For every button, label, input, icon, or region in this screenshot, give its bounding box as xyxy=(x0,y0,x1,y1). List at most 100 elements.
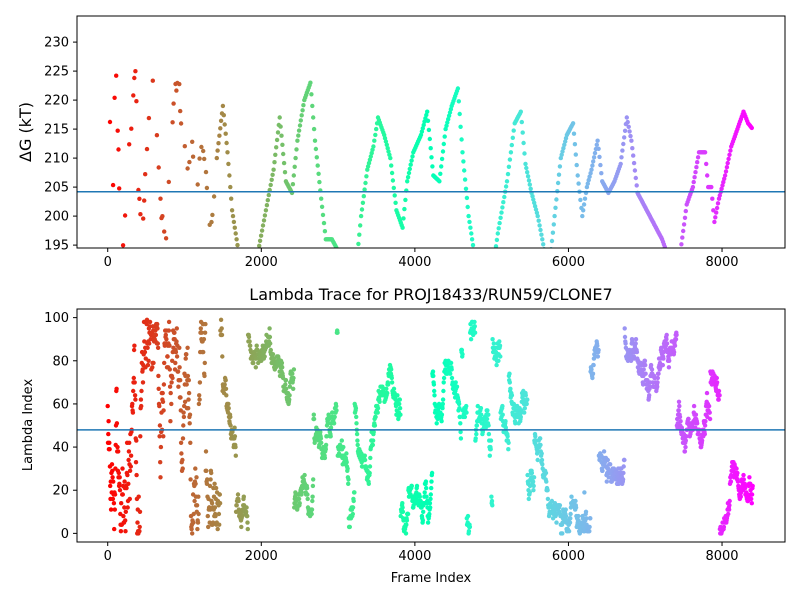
lambda-point xyxy=(268,347,273,353)
lambda-point xyxy=(107,447,112,452)
dg-point xyxy=(407,166,412,172)
dg-point xyxy=(370,147,375,152)
dg-point xyxy=(133,69,138,74)
lambda-point xyxy=(124,485,129,491)
lambda-point xyxy=(151,360,156,366)
lambda-point xyxy=(490,503,495,508)
lambda-point xyxy=(169,401,174,407)
dg-point xyxy=(714,210,719,215)
lambda-point xyxy=(491,341,496,346)
lambda-point xyxy=(173,349,179,355)
lambda-point xyxy=(576,513,581,519)
dg-point xyxy=(314,155,319,160)
lambda-point xyxy=(375,410,380,415)
lambda-point xyxy=(186,390,192,396)
lambda-point xyxy=(634,349,640,355)
dg-point xyxy=(373,132,378,138)
lambda-point xyxy=(647,393,652,398)
lambda-point xyxy=(139,403,144,409)
lambda-panel: Lambda Trace for PROJ18433/RUN59/CLONE7 … xyxy=(21,285,786,586)
dg-point xyxy=(315,163,320,168)
lambda-point xyxy=(106,419,111,424)
lambda-point xyxy=(296,496,302,502)
lambda-point xyxy=(147,341,152,346)
dg-point xyxy=(627,129,632,134)
lambda-point xyxy=(156,373,161,379)
lambda-point xyxy=(137,529,142,534)
dg-point xyxy=(132,75,137,81)
lambda-point xyxy=(503,419,508,424)
dg-point xyxy=(363,180,368,186)
lambda-y-tick-label: 60 xyxy=(52,397,69,412)
lambda-point xyxy=(727,503,732,508)
lambda-point xyxy=(576,518,581,523)
dg-point xyxy=(117,186,122,191)
lambda-point xyxy=(234,503,239,508)
lambda-point xyxy=(428,492,433,497)
lambda-point xyxy=(185,373,191,379)
lambda-chart-title: Lambda Trace for PROJ18433/RUN59/CLONE7 xyxy=(249,285,612,304)
lambda-point xyxy=(702,431,707,437)
lambda-y-axis-label: Lambda Index xyxy=(21,379,36,472)
dg-axes-frame xyxy=(76,15,786,249)
dg-point xyxy=(681,222,687,227)
dg-point xyxy=(438,171,443,176)
lambda-point xyxy=(228,414,233,420)
dg-point xyxy=(262,213,268,218)
lambda-point xyxy=(714,375,719,381)
lambda-point xyxy=(167,384,173,389)
lambda-point xyxy=(749,496,754,502)
dg-point xyxy=(530,194,535,199)
lambda-point xyxy=(120,466,125,471)
dg-point xyxy=(556,172,562,177)
lambda-point xyxy=(239,524,244,530)
dg-point xyxy=(591,159,596,164)
lambda-point xyxy=(453,380,458,385)
dg-y-axis-label: ΔG (kT) xyxy=(16,102,35,162)
dg-point xyxy=(178,108,183,114)
dg-point xyxy=(235,242,240,248)
lambda-point xyxy=(204,481,210,486)
lambda-point xyxy=(373,414,378,420)
lambda-point xyxy=(134,472,139,478)
lambda-point xyxy=(115,444,120,450)
lambda-point xyxy=(223,378,228,383)
dg-point xyxy=(510,135,515,140)
dg-point xyxy=(170,120,175,125)
dg-y-tick-label: 215 xyxy=(44,123,69,138)
dg-point xyxy=(525,170,530,175)
dg-point xyxy=(154,133,160,138)
lambda-point xyxy=(310,494,315,499)
lambda-point xyxy=(192,498,197,504)
lambda-point xyxy=(622,326,627,331)
dg-point xyxy=(690,184,696,190)
lambda-point xyxy=(750,483,755,489)
lambda-point xyxy=(507,380,512,385)
lambda-point xyxy=(287,384,293,389)
lambda-point xyxy=(647,384,653,389)
lambda-point xyxy=(334,403,339,409)
lambda-point xyxy=(590,371,596,376)
lambda-point xyxy=(524,401,529,407)
lambda-point xyxy=(591,362,596,368)
dg-point xyxy=(296,133,301,138)
lambda-point xyxy=(346,481,351,486)
lambda-point xyxy=(142,349,148,355)
lambda-point xyxy=(362,453,367,458)
dg-point xyxy=(141,216,146,221)
dg-point xyxy=(313,146,319,152)
dg-point xyxy=(310,103,315,109)
dg-point xyxy=(195,182,200,187)
lambda-point xyxy=(216,511,222,517)
dg-point xyxy=(421,122,426,128)
lambda-point xyxy=(323,447,328,452)
dg-point xyxy=(524,165,529,171)
lambda-point xyxy=(490,337,495,342)
lambda-point xyxy=(656,371,661,376)
lambda-point xyxy=(220,354,225,359)
dg-point xyxy=(409,158,414,163)
lambda-point xyxy=(677,414,683,420)
lambda-point xyxy=(158,460,163,465)
lambda-point xyxy=(173,360,178,366)
